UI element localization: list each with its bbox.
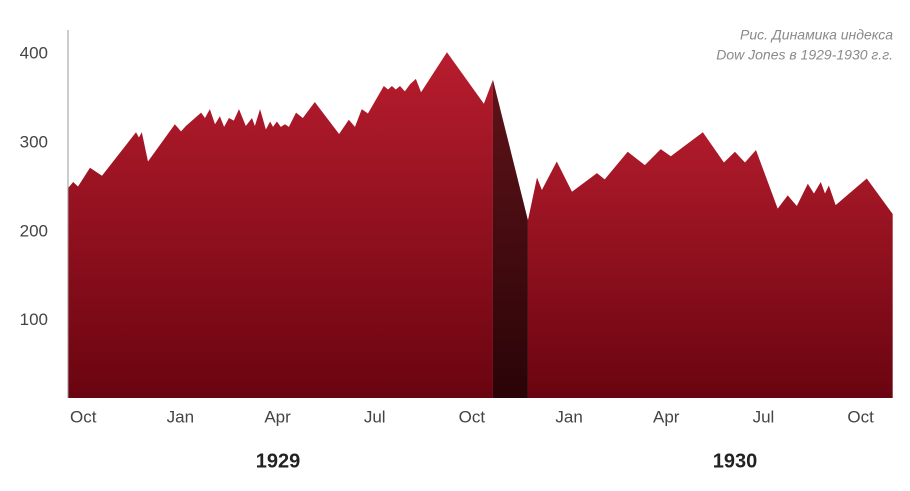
x-tick-label: Jul bbox=[364, 407, 386, 426]
x-tick-label: Apr bbox=[653, 407, 680, 426]
x-tick-label: Jan bbox=[555, 407, 582, 426]
y-tick-label: 300 bbox=[20, 132, 48, 151]
x-tick-label: Apr bbox=[264, 407, 291, 426]
year-label: 1930 bbox=[713, 450, 758, 472]
x-tick-label: Oct bbox=[847, 407, 874, 426]
area bbox=[492, 79, 528, 399]
x-tick-label: Jul bbox=[753, 407, 775, 426]
y-tick-label: 400 bbox=[20, 43, 48, 62]
area bbox=[67, 52, 493, 398]
chart-title: Рис. Динамика индекса bbox=[740, 27, 893, 43]
y-tick-label: 100 bbox=[20, 310, 48, 329]
plot-area bbox=[67, 52, 893, 399]
x-tick-label: Oct bbox=[70, 407, 97, 426]
area bbox=[527, 132, 893, 398]
chart-title: Dow Jones в 1929-1930 г.г. bbox=[716, 47, 893, 63]
x-tick-label: Oct bbox=[459, 407, 486, 426]
y-tick-label: 200 bbox=[20, 221, 48, 240]
x-tick-label: Jan bbox=[167, 407, 194, 426]
year-label: 1929 bbox=[256, 450, 301, 472]
